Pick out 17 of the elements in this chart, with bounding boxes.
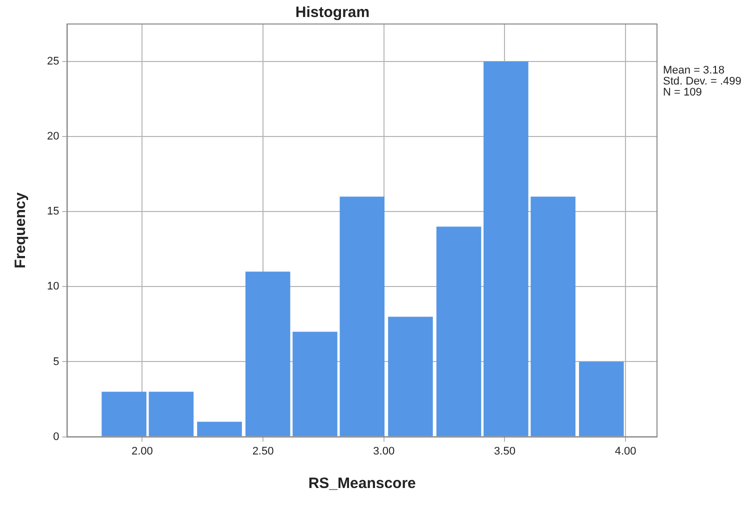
y-tick-label: 0 [53, 430, 60, 443]
y-tick-label: 10 [46, 280, 60, 293]
x-tick-label: 2.00 [131, 445, 153, 458]
y-tick-label: 20 [46, 130, 60, 143]
x-tick-label: 3.50 [494, 445, 516, 458]
text: Std. Dev. = .499 [663, 76, 742, 88]
text: N = 109 [663, 86, 702, 99]
y-tick-label: 15 [46, 206, 60, 218]
x-tick-label: 3.00 [373, 445, 395, 458]
x-tick-label: 4.00 [614, 445, 636, 458]
x-axis-title: RS_Meanscore [308, 475, 416, 492]
text: Mean = 3.18 [663, 64, 724, 77]
chart-title: Histogram [295, 4, 370, 22]
x-tick-label: 2.50 [252, 445, 274, 458]
y-tick-label: 25 [46, 56, 60, 68]
y-tick-label: 5 [53, 356, 60, 368]
y-axis-title: Frequency [12, 192, 30, 268]
